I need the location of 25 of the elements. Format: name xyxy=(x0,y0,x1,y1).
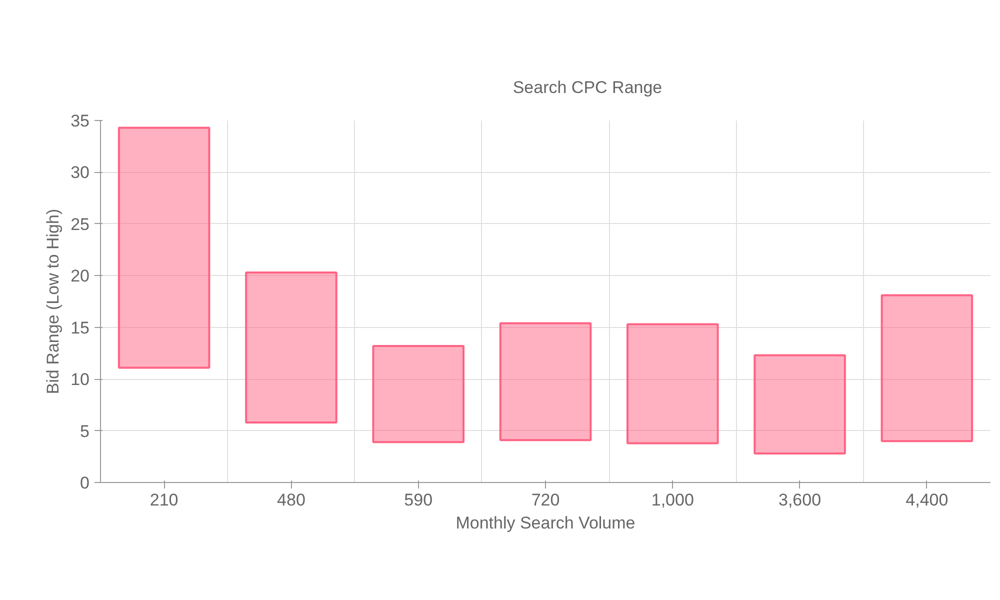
bar xyxy=(245,272,338,424)
x-tick-label: 1,000 xyxy=(651,490,694,510)
y-tick-label: 25 xyxy=(70,214,90,234)
bar xyxy=(499,322,592,442)
bar xyxy=(754,354,846,455)
bar xyxy=(372,344,464,444)
y-tick-label: 20 xyxy=(70,266,90,286)
y-tick-label: 0 xyxy=(80,474,90,492)
y-tick-label: 10 xyxy=(70,370,90,390)
x-tick-label: 720 xyxy=(531,490,560,510)
text: Search CPC Range xyxy=(512,78,662,98)
bar xyxy=(880,294,974,442)
x-tick-label: 590 xyxy=(404,490,433,510)
y-axis-title: Bid Range (Low to High) xyxy=(44,208,63,394)
x-axis-title: Monthly Search Volume xyxy=(456,514,636,532)
x-tick-label: 3,600 xyxy=(778,490,822,510)
y-tick-label: 35 xyxy=(70,112,90,130)
x-tick-label: 210 xyxy=(150,490,178,510)
y-tick-label: 15 xyxy=(70,318,90,338)
x-tick-label: 4,400 xyxy=(906,490,948,510)
y-tick-label: 5 xyxy=(80,422,90,441)
bar xyxy=(626,323,719,444)
x-tick-label: 480 xyxy=(277,490,306,510)
bar xyxy=(118,126,210,369)
y-tick-label: 30 xyxy=(70,163,90,182)
